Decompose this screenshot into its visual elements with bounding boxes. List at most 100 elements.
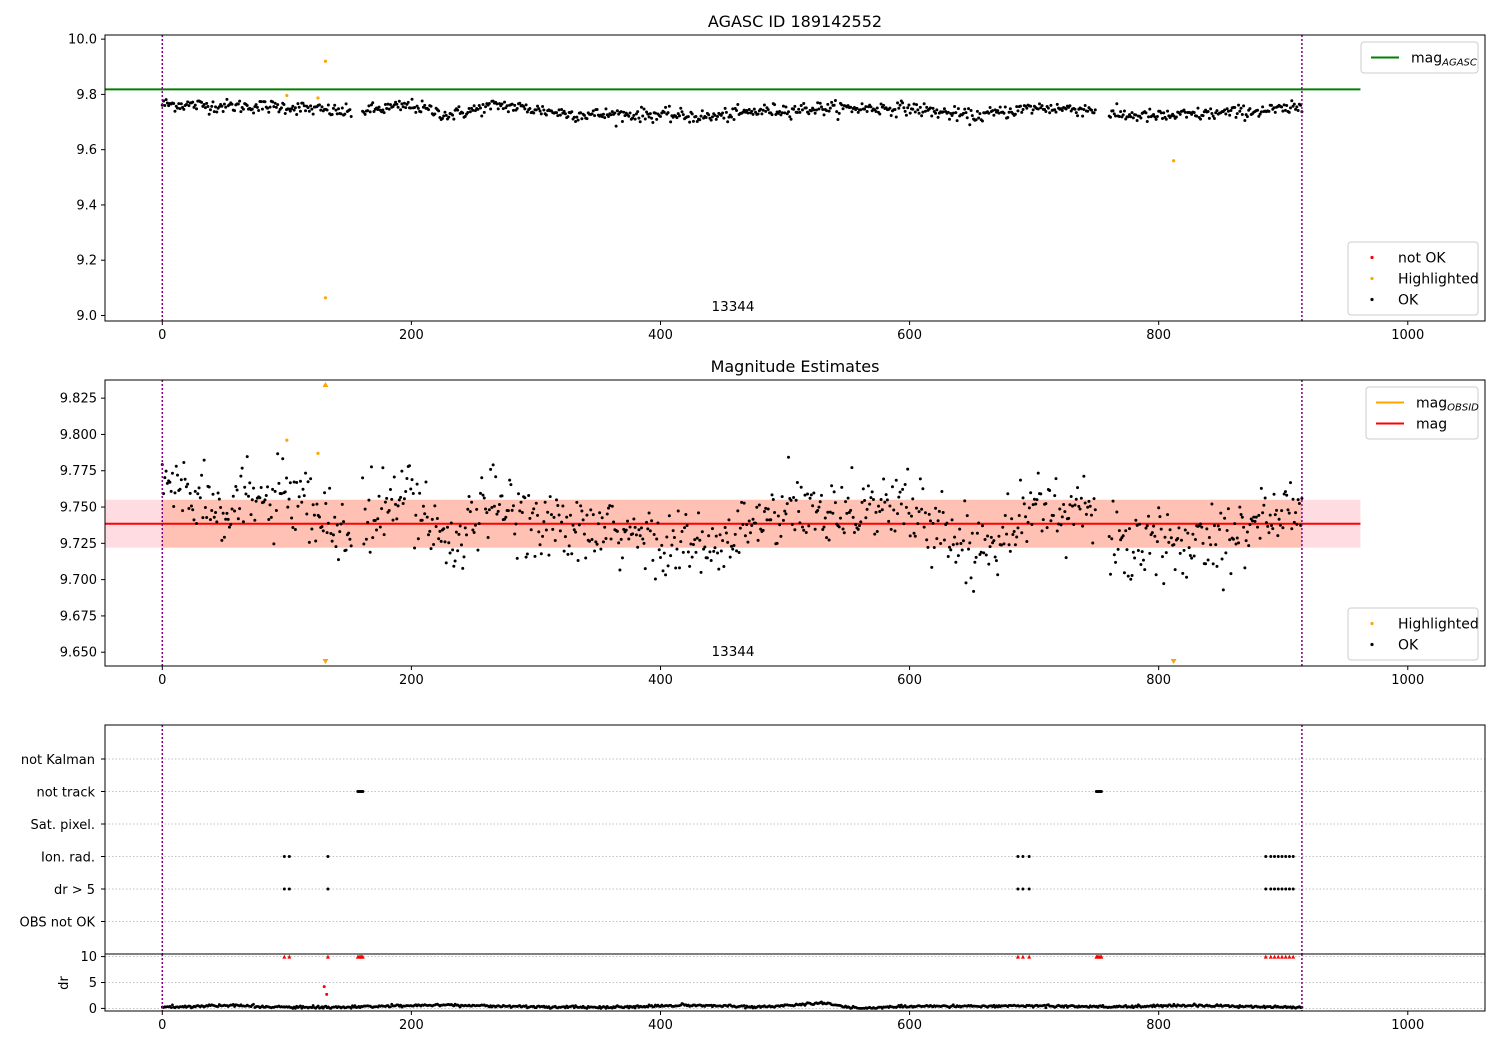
ok-point bbox=[364, 537, 368, 541]
ok-point bbox=[968, 123, 972, 127]
ok-point bbox=[1135, 118, 1139, 122]
ok-point bbox=[544, 113, 548, 117]
ok-point bbox=[1266, 524, 1270, 528]
ok-point bbox=[1259, 110, 1263, 114]
ok-point bbox=[1231, 537, 1235, 541]
ok-point bbox=[704, 116, 708, 120]
ok-point bbox=[581, 518, 585, 522]
ok-point bbox=[557, 513, 561, 517]
ok-point bbox=[1295, 522, 1299, 526]
ok-point bbox=[458, 524, 462, 528]
ok-point bbox=[1286, 508, 1290, 512]
ok-point bbox=[1166, 109, 1170, 113]
ok-point bbox=[348, 108, 352, 112]
ok-point bbox=[608, 504, 612, 508]
ok-point bbox=[478, 106, 482, 110]
ok-point bbox=[655, 117, 659, 121]
ok-point bbox=[556, 504, 560, 508]
ok-point bbox=[537, 107, 541, 111]
ok-point bbox=[1235, 112, 1239, 116]
ok-point bbox=[860, 500, 864, 504]
ok-point bbox=[500, 494, 504, 498]
p4-xtick-label-4: 800 bbox=[1146, 1018, 1171, 1033]
ok-point bbox=[677, 114, 681, 118]
ok-point bbox=[1064, 556, 1068, 560]
ok-point bbox=[694, 550, 698, 554]
ok-point bbox=[723, 525, 727, 529]
ok-point bbox=[1147, 115, 1151, 119]
ok-point bbox=[186, 482, 190, 486]
ok-point bbox=[1273, 513, 1277, 517]
dr-point bbox=[742, 1004, 746, 1007]
ok-point bbox=[432, 542, 436, 546]
ok-point bbox=[662, 551, 666, 555]
ok-point bbox=[193, 103, 197, 107]
ok-point bbox=[492, 504, 496, 508]
ok-point bbox=[896, 101, 900, 105]
ok-point bbox=[650, 116, 654, 120]
ok-point bbox=[302, 104, 306, 108]
ok-point bbox=[1183, 110, 1187, 114]
ok-point bbox=[670, 543, 674, 547]
ok-point bbox=[813, 527, 817, 531]
panel-2-title: Magnitude Estimates bbox=[711, 357, 880, 376]
ok-point bbox=[703, 545, 707, 549]
ok-point bbox=[1247, 544, 1251, 548]
ok-point bbox=[657, 548, 661, 552]
ok-point bbox=[338, 530, 342, 534]
ok-point bbox=[746, 111, 750, 115]
ok-point bbox=[864, 105, 868, 109]
ok-point bbox=[368, 550, 372, 554]
ok-point bbox=[523, 107, 527, 111]
ok-point bbox=[993, 555, 997, 559]
ok-point bbox=[296, 102, 300, 106]
flag-point bbox=[1291, 855, 1295, 858]
ok-point bbox=[291, 104, 295, 108]
ok-point bbox=[264, 494, 268, 498]
p2-xtick-label-1: 200 bbox=[399, 673, 424, 688]
ok-point bbox=[494, 475, 498, 479]
ok-point bbox=[700, 109, 704, 113]
ok-point bbox=[921, 487, 925, 491]
ok-point bbox=[1206, 558, 1210, 562]
ok-point bbox=[375, 528, 379, 532]
ok-point bbox=[751, 112, 755, 116]
ok-point bbox=[457, 105, 461, 109]
ok-point bbox=[993, 108, 997, 112]
ok-point bbox=[773, 103, 777, 107]
ok-point bbox=[732, 544, 736, 548]
ok-point bbox=[510, 508, 514, 512]
ok-point bbox=[262, 500, 266, 504]
ok-point bbox=[709, 559, 713, 563]
ok-point bbox=[481, 103, 485, 107]
ok-point bbox=[283, 490, 287, 494]
ok-point bbox=[457, 532, 461, 536]
ok-point bbox=[553, 538, 557, 542]
flag-point bbox=[1016, 887, 1020, 891]
ok-point bbox=[576, 559, 580, 563]
ok-point bbox=[334, 108, 338, 112]
ok-point bbox=[902, 106, 906, 110]
ok-point bbox=[443, 110, 447, 114]
flag-point bbox=[282, 855, 286, 858]
ok-point bbox=[664, 105, 668, 109]
dr-capped-marker bbox=[1272, 954, 1277, 959]
dr-point bbox=[171, 1003, 174, 1007]
ok-point bbox=[669, 554, 673, 558]
ok-point bbox=[626, 519, 630, 523]
ok-point bbox=[664, 573, 668, 577]
ok-point bbox=[1116, 547, 1120, 551]
ok-point bbox=[1287, 511, 1291, 515]
ok-point bbox=[1062, 502, 1066, 506]
ok-point bbox=[292, 108, 296, 112]
ok-point bbox=[849, 508, 853, 512]
ok-point bbox=[1036, 471, 1040, 475]
ok-point bbox=[798, 110, 802, 114]
ok-point bbox=[724, 110, 728, 114]
ok-point bbox=[751, 517, 755, 521]
ok-point bbox=[773, 511, 777, 515]
flag-point bbox=[1099, 790, 1103, 793]
ok-point bbox=[386, 102, 390, 106]
ok-point bbox=[1244, 539, 1248, 543]
ok-point bbox=[508, 478, 512, 482]
